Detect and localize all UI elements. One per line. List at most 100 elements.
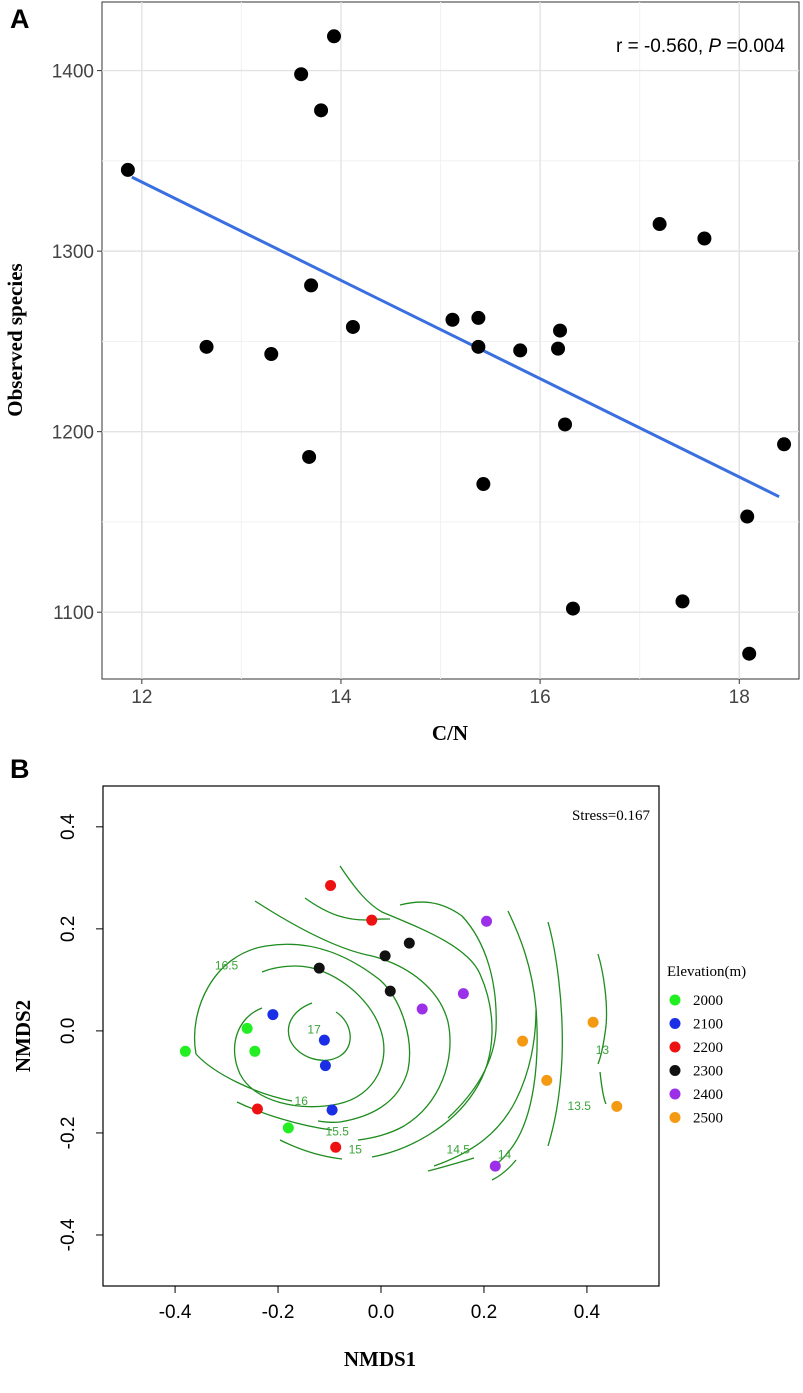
- contour-17: [287, 1002, 351, 1061]
- contour-label: 15.5: [326, 1124, 350, 1138]
- data-point: [445, 312, 460, 327]
- nmds-point: [611, 1100, 623, 1112]
- panel-b: B 17 16.5 16 15.5 15 14.5 14 13.5 13 -0.4 -0.2 0.0…: [10, 754, 746, 1371]
- x-tick-label: 0.4: [574, 1302, 601, 1323]
- data-point: [551, 341, 566, 356]
- legend-label: 2000: [693, 993, 723, 1009]
- panel-b-x-ticks: -0.4 -0.2 0.0 0.2 0.4: [159, 1286, 601, 1323]
- contour-13-5: [547, 921, 563, 1147]
- contour-15-5-left: [236, 1101, 333, 1131]
- legend-swatch: [669, 1018, 681, 1029]
- panel-b-y-label: NMDS2: [11, 1000, 35, 1072]
- panel-a: A 12 14 16 18 1100 1200 1300 1400 r = -0.560, …: [3, 1, 800, 745]
- nmds-point: [249, 1045, 261, 1057]
- legend-swatch: [669, 1112, 681, 1123]
- y-tick-label: 0.2: [58, 916, 79, 942]
- contour-16-left: [195, 1053, 293, 1102]
- regression-line: [131, 175, 780, 499]
- contour-label: 14.5: [447, 1142, 471, 1156]
- data-point: [565, 601, 580, 616]
- panel-a-grid: [102, 2, 799, 679]
- legend-title: Elevation(m): [667, 964, 746, 980]
- panel-a-plot-area: [101, 1, 800, 680]
- p-value: =0.004: [721, 36, 785, 57]
- nmds-point: [326, 1104, 338, 1116]
- y-tick-label: 1300: [52, 242, 94, 263]
- data-point: [513, 343, 528, 358]
- data-point: [740, 509, 755, 524]
- panel-a-points: [120, 29, 792, 661]
- contour-15-left: [279, 1139, 343, 1160]
- contour-label: 17: [307, 1022, 321, 1036]
- x-tick-label: 12: [131, 687, 152, 708]
- panel-b-points: [179, 879, 623, 1172]
- contour-label: 14: [498, 1147, 512, 1161]
- contour-15-5: [254, 900, 451, 1141]
- contour-14-5-tail: [427, 1157, 475, 1172]
- data-point: [558, 417, 573, 432]
- data-point: [302, 449, 317, 464]
- nmds-point: [282, 1122, 294, 1134]
- data-point: [294, 67, 309, 82]
- data-point: [471, 339, 486, 354]
- nmds-point: [416, 1003, 428, 1015]
- legend-swatch: [669, 1065, 681, 1076]
- data-point: [304, 278, 319, 293]
- x-tick-label: 16: [530, 687, 551, 708]
- panel-b-letter: B: [10, 754, 30, 784]
- contour-label: 16.5: [215, 959, 239, 973]
- x-tick-label: 18: [729, 687, 750, 708]
- data-point: [553, 323, 568, 338]
- data-point: [345, 319, 360, 334]
- panel-b-contours: [194, 865, 608, 1181]
- nmds-point: [267, 1009, 279, 1021]
- y-tick-label: -0.2: [58, 1117, 79, 1150]
- contour-13-5-right: [599, 1071, 607, 1105]
- contour-14-tail: [491, 1159, 517, 1181]
- panel-b-contour-labels: 17 16.5 16 15.5 15 14.5 14 13.5 13: [215, 959, 609, 1162]
- contour-label: 13: [596, 1043, 610, 1057]
- data-point: [652, 217, 667, 232]
- panel-a-fit-line-group: [131, 175, 780, 499]
- nmds-point: [251, 1103, 263, 1115]
- y-tick-label: 1200: [52, 423, 94, 444]
- legend-label: 2100: [693, 1017, 723, 1033]
- data-point: [327, 29, 342, 44]
- contour-14-5: [399, 901, 497, 1119]
- y-tick-label: 0.4: [58, 813, 79, 840]
- contour-label: 16: [295, 1094, 309, 1108]
- legend-swatch: [669, 1088, 681, 1100]
- panel-b-plot-area: [102, 785, 660, 1287]
- x-tick-label: 0.2: [471, 1302, 497, 1323]
- panel-a-x-label: C/N: [432, 721, 468, 745]
- contour-label: 13.5: [568, 1099, 592, 1113]
- nmds-point: [313, 962, 325, 974]
- nmds-point: [489, 1160, 501, 1172]
- data-point: [476, 477, 491, 492]
- y-tick-label: 1400: [52, 62, 94, 83]
- data-point: [675, 594, 690, 609]
- contour-14: [489, 910, 538, 1169]
- x-tick-label: 14: [330, 687, 352, 708]
- data-point: [777, 437, 792, 452]
- panel-b-legend: Elevation(m) 2000 2100 2200 2300 2400 2500: [667, 964, 746, 1127]
- nmds-point: [541, 1074, 553, 1086]
- data-point: [264, 347, 279, 362]
- panel-a-y-ticks: 1100 1200 1300 1400: [52, 62, 102, 624]
- r-value: r = -0.560,: [616, 36, 708, 57]
- nmds-point: [517, 1035, 529, 1047]
- p-symbol: P: [708, 36, 721, 57]
- nmds-point: [384, 985, 396, 997]
- panel-a-y-label: Observed species: [3, 263, 27, 416]
- nmds-point: [319, 1060, 331, 1072]
- nmds-point: [457, 988, 469, 1000]
- legend-label: 2500: [693, 1111, 723, 1127]
- panel-b-y-ticks: -0.4 -0.2 0.0 0.2 0.4: [58, 813, 103, 1251]
- legend-label: 2200: [693, 1040, 723, 1056]
- contour-16-5: [233, 965, 385, 1108]
- contour-label: 15: [349, 1142, 363, 1156]
- y-tick-label: -0.4: [58, 1218, 79, 1251]
- nmds-point: [366, 914, 378, 926]
- y-tick-label: 1100: [53, 603, 94, 624]
